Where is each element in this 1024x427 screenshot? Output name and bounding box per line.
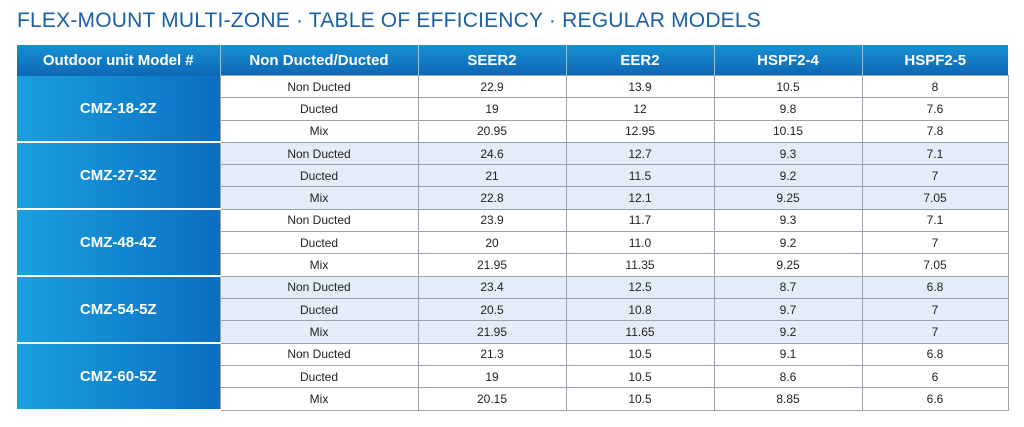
seer2-cell: 20 xyxy=(417,231,567,255)
hspf2-5-cell: 7.05 xyxy=(861,253,1009,277)
model-cell: CMZ-60-5Z xyxy=(17,343,220,411)
eer2-cell: 10.5 xyxy=(565,342,715,366)
hspf2-5-cell: 7 xyxy=(861,164,1009,188)
hspf2-5-cell: 8 xyxy=(861,74,1009,99)
hspf2-5-cell: 7 xyxy=(861,320,1009,344)
header-seer2: SEER2 xyxy=(417,45,566,76)
ducting-cell: Non Ducted xyxy=(219,342,419,366)
table-row: Mix 21.95 11.65 9.2 7 xyxy=(17,320,1009,344)
seer2-cell: 20.15 xyxy=(417,387,567,411)
ducting-cell: Ducted xyxy=(219,231,419,255)
eer2-cell: 12.5 xyxy=(565,275,715,299)
table-row: CMZ-18-2Z Non Ducted 22.9 13.9 10.5 8 xyxy=(17,74,1009,144)
hspf2-4-cell: 10.15 xyxy=(713,119,863,143)
hspf2-5-cell: 7 xyxy=(861,297,1009,322)
seer2-cell: 20.95 xyxy=(417,119,567,143)
eer2-cell: 10.5 xyxy=(565,387,715,411)
hspf2-5-cell: 7.1 xyxy=(861,141,1009,166)
hspf2-5-cell: 7.05 xyxy=(861,186,1009,210)
ducting-cell: Ducted xyxy=(219,164,419,188)
hspf2-4-cell: 10.5 xyxy=(713,74,863,99)
model-cell: CMZ-18-2Z xyxy=(17,75,220,144)
ducting-cell: Mix xyxy=(219,320,419,344)
table-row: Mix 20.15 10.5 8.85 6.6 xyxy=(17,387,1009,411)
header-eer2: EER2 xyxy=(565,45,714,76)
header-model: Outdoor unit Model # xyxy=(17,45,220,76)
ducting-cell: Ducted xyxy=(219,364,419,389)
header-ducting: Non Ducted/Ducted xyxy=(219,45,418,76)
hspf2-4-cell: 9.3 xyxy=(713,141,863,166)
efficiency-table: Outdoor unit Model # Non Ducted/Ducted S… xyxy=(17,45,1009,411)
hspf2-4-cell: 8.6 xyxy=(713,364,863,389)
seer2-cell: 23.4 xyxy=(417,275,567,299)
eer2-cell: 13.9 xyxy=(565,74,715,99)
hspf2-4-cell: 9.25 xyxy=(713,253,863,277)
eer2-cell: 10.8 xyxy=(565,297,715,322)
eer2-cell: 12.1 xyxy=(565,186,715,210)
ducting-cell: Non Ducted xyxy=(219,141,419,166)
ducting-cell: Mix xyxy=(219,119,419,143)
ducting-cell: Ducted xyxy=(219,97,419,121)
hspf2-4-cell: 9.1 xyxy=(713,342,863,366)
hspf2-4-cell: 9.3 xyxy=(713,208,863,233)
eer2-cell: 11.5 xyxy=(565,164,715,188)
eer2-cell: 11.65 xyxy=(565,320,715,344)
hspf2-5-cell: 7.1 xyxy=(861,208,1009,233)
ducting-cell: Non Ducted xyxy=(219,74,419,99)
table-row: CMZ-27-3Z Non Ducted 24.6 12.7 9.3 7.1 xyxy=(17,141,1009,211)
seer2-cell: 21.95 xyxy=(417,253,567,277)
eer2-cell: 11.0 xyxy=(565,231,715,255)
eer2-cell: 12.95 xyxy=(565,119,715,143)
seer2-cell: 20.5 xyxy=(417,297,567,322)
hspf2-5-cell: 7 xyxy=(861,231,1009,255)
model-cell: CMZ-54-5Z xyxy=(17,276,220,345)
header-hspf2-4: HSPF2-4 xyxy=(713,45,862,76)
table-row: CMZ-60-5Z Non Ducted 21.3 10.5 9.1 6.8 xyxy=(17,342,1009,411)
ducting-cell: Ducted xyxy=(219,297,419,322)
eer2-cell: 11.7 xyxy=(565,208,715,233)
ducting-cell: Mix xyxy=(219,253,419,277)
hspf2-4-cell: 9.2 xyxy=(713,320,863,344)
ducting-cell: Mix xyxy=(219,387,419,411)
hspf2-4-cell: 9.2 xyxy=(713,164,863,188)
seer2-cell: 19 xyxy=(417,364,567,389)
ducting-cell: Mix xyxy=(219,186,419,210)
ducting-cell: Non Ducted xyxy=(219,208,419,233)
model-cell: CMZ-27-3Z xyxy=(17,142,220,211)
seer2-cell: 22.9 xyxy=(417,74,567,99)
hspf2-5-cell: 6 xyxy=(861,364,1009,389)
table-row: Mix 22.8 12.1 9.25 7.05 xyxy=(17,186,1009,210)
eer2-cell: 12.7 xyxy=(565,141,715,166)
ducting-cell: Non Ducted xyxy=(219,275,419,299)
hspf2-5-cell: 7.6 xyxy=(861,97,1009,121)
header-hspf2-5: HSPF2-5 xyxy=(861,45,1008,76)
seer2-cell: 21 xyxy=(417,164,567,188)
seer2-cell: 19 xyxy=(417,97,567,121)
hspf2-4-cell: 9.7 xyxy=(713,297,863,322)
hspf2-5-cell: 7.8 xyxy=(861,119,1009,143)
eer2-cell: 11.35 xyxy=(565,253,715,277)
hspf2-4-cell: 9.8 xyxy=(713,97,863,121)
seer2-cell: 21.95 xyxy=(417,320,567,344)
table-row: Ducted 20.5 10.8 9.7 7 xyxy=(17,297,1009,322)
model-cell: CMZ-48-4Z xyxy=(17,209,220,278)
seer2-cell: 21.3 xyxy=(417,342,567,366)
hspf2-4-cell: 9.2 xyxy=(713,231,863,255)
eer2-cell: 10.5 xyxy=(565,364,715,389)
seer2-cell: 23.9 xyxy=(417,208,567,233)
hspf2-4-cell: 8.85 xyxy=(713,387,863,411)
header-row: Outdoor unit Model # Non Ducted/Ducted S… xyxy=(17,45,1008,76)
hspf2-4-cell: 8.7 xyxy=(713,275,863,299)
page-title: FLEX-MOUNT MULTI-ZONE · TABLE OF EFFICIE… xyxy=(17,9,761,32)
seer2-cell: 24.6 xyxy=(417,141,567,166)
hspf2-4-cell: 9.25 xyxy=(713,186,863,210)
table-row: CMZ-48-4Z Non Ducted 23.9 11.7 9.3 7.1 xyxy=(17,208,1009,278)
seer2-cell: 22.8 xyxy=(417,186,567,210)
hspf2-5-cell: 6.8 xyxy=(861,342,1009,366)
hspf2-5-cell: 6.6 xyxy=(861,387,1009,411)
eer2-cell: 12 xyxy=(565,97,715,121)
hspf2-5-cell: 6.8 xyxy=(861,275,1009,299)
table-row: CMZ-54-5Z Non Ducted 23.4 12.5 8.7 6.8 xyxy=(17,275,1009,345)
